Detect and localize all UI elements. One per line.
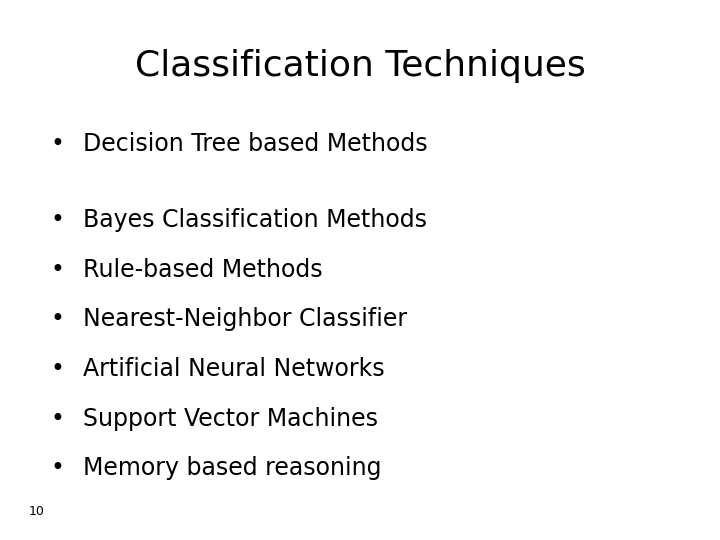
Text: •: • xyxy=(50,132,64,156)
Text: •: • xyxy=(50,357,64,381)
Text: Classification Techniques: Classification Techniques xyxy=(135,49,585,83)
Text: •: • xyxy=(50,407,64,430)
Text: •: • xyxy=(50,258,64,281)
Text: Nearest-Neighbor Classifier: Nearest-Neighbor Classifier xyxy=(83,307,407,331)
Text: Bayes Classification Methods: Bayes Classification Methods xyxy=(83,208,427,232)
Text: •: • xyxy=(50,208,64,232)
Text: •: • xyxy=(50,456,64,480)
Text: Artificial Neural Networks: Artificial Neural Networks xyxy=(83,357,384,381)
Text: Decision Tree based Methods: Decision Tree based Methods xyxy=(83,132,428,156)
Text: Support Vector Machines: Support Vector Machines xyxy=(83,407,378,430)
Text: •: • xyxy=(50,307,64,331)
Text: Memory based reasoning: Memory based reasoning xyxy=(83,456,382,480)
Text: 10: 10 xyxy=(29,505,45,518)
Text: Rule-based Methods: Rule-based Methods xyxy=(83,258,323,281)
